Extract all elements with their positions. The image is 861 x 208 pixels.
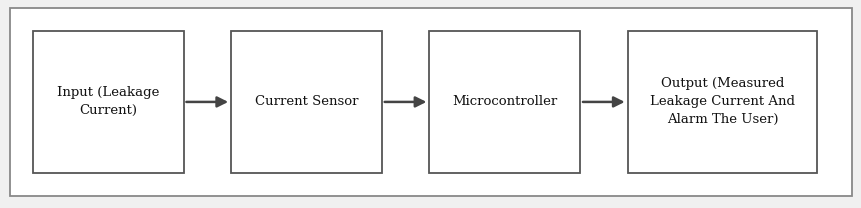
Bar (33, 31, 183, 173)
Text: Microcontroller: Microcontroller (451, 95, 557, 108)
Text: Current Sensor: Current Sensor (254, 95, 358, 108)
Bar (627, 31, 816, 173)
Text: Input (Leakage
Current): Input (Leakage Current) (57, 86, 159, 118)
Text: Output (Measured
Leakage Current And
Alarm The User): Output (Measured Leakage Current And Ala… (649, 77, 794, 126)
Bar (231, 31, 381, 173)
Bar (429, 31, 579, 173)
